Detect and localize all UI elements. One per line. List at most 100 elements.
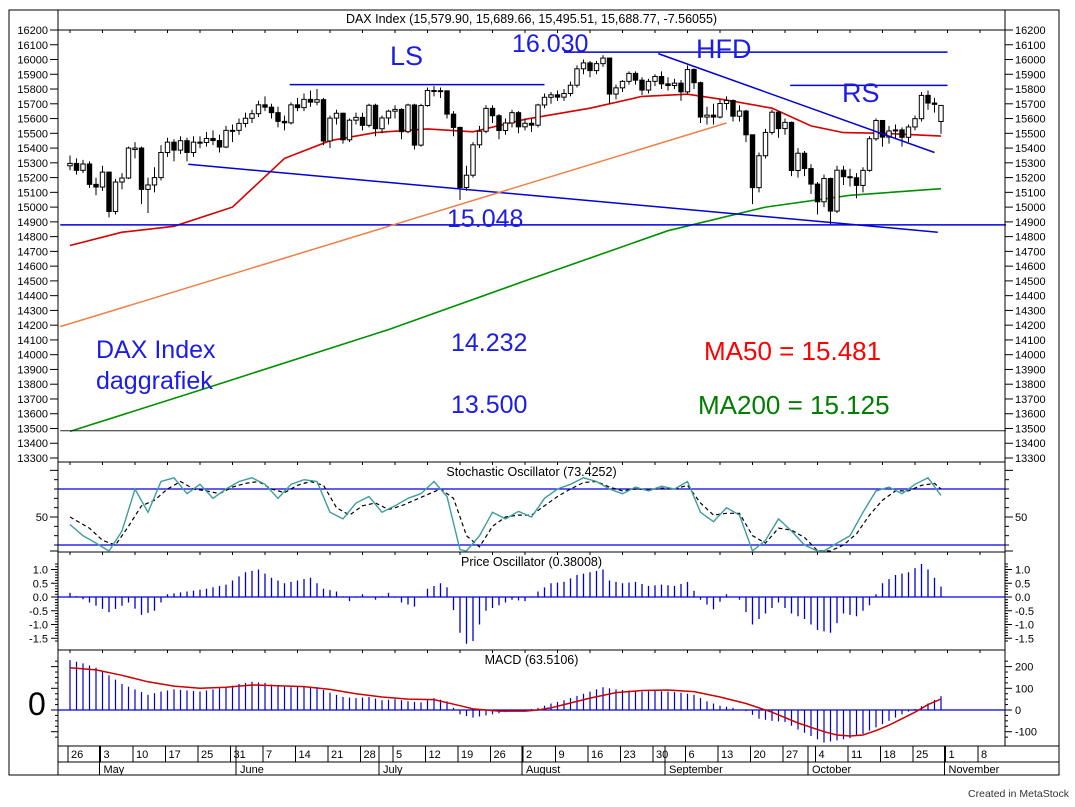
svg-text:26: 26: [494, 749, 506, 761]
svg-text:14000: 14000: [17, 350, 48, 362]
svg-text:14800: 14800: [1015, 232, 1046, 244]
svg-text:14200: 14200: [1015, 320, 1046, 332]
svg-text:5: 5: [396, 749, 402, 761]
level-13500-annotation: 13.500: [451, 391, 528, 419]
svg-text:14800: 14800: [17, 232, 48, 244]
svg-text:16000: 16000: [17, 55, 48, 67]
svg-text:15900: 15900: [1015, 69, 1046, 81]
svg-text:16200: 16200: [17, 25, 48, 37]
svg-text:-1.0: -1.0: [29, 620, 48, 632]
svg-text:14100: 14100: [17, 335, 48, 347]
svg-text:21: 21: [331, 749, 343, 761]
svg-text:30: 30: [656, 749, 668, 761]
svg-text:May: May: [104, 764, 125, 776]
svg-text:September: September: [669, 764, 723, 776]
svg-text:7: 7: [266, 749, 272, 761]
svg-text:14000: 14000: [1015, 350, 1046, 362]
metastock-watermark: Created in MetaStock: [968, 788, 1069, 800]
svg-text:3: 3: [104, 749, 110, 761]
price-oscillator-panel: 1.0 1.00.5 0.50.0 0.0-0.5 -0.5-1.0 -1.0-1.5 -1…: [29, 563, 1034, 645]
svg-text:100: 100: [1015, 683, 1033, 695]
svg-text:8: 8: [981, 749, 987, 761]
right-shoulder-annotation: RS: [842, 78, 880, 108]
svg-text:13700: 13700: [17, 394, 48, 406]
svg-text:15900: 15900: [17, 69, 48, 81]
svg-text:November: November: [949, 764, 1000, 776]
svg-text:15600: 15600: [17, 114, 48, 126]
macd-zero-label: 0: [28, 686, 46, 722]
svg-text:10: 10: [136, 749, 148, 761]
svg-text:14500: 14500: [1015, 276, 1046, 288]
svg-text:19: 19: [461, 749, 473, 761]
svg-text:15800: 15800: [17, 84, 48, 96]
svg-text:14300: 14300: [17, 305, 48, 317]
svg-text:-0.5: -0.5: [29, 606, 48, 618]
svg-text:14900: 14900: [1015, 217, 1046, 229]
svg-text:0: 0: [1015, 705, 1021, 717]
svg-text:25: 25: [916, 749, 928, 761]
weekly-tick-marks: [69, 30, 981, 653]
svg-text:15400: 15400: [1015, 143, 1046, 155]
svg-text:-1.0: -1.0: [1015, 620, 1034, 632]
svg-text:0.0: 0.0: [1015, 592, 1030, 604]
svg-text:15800: 15800: [1015, 84, 1046, 96]
ma50-value-label: MA50 = 15.481: [704, 336, 882, 366]
hfd-annotation: HFD: [696, 34, 752, 64]
macd-panel: 200 100 0 -100: [51, 660, 1037, 743]
svg-text:23: 23: [624, 749, 636, 761]
chart-title: DAX Index (15,579.90, 15,689.66, 15,495.…: [345, 12, 718, 26]
svg-text:14600: 14600: [17, 261, 48, 273]
svg-text:14300: 14300: [1015, 305, 1046, 317]
svg-text:13500: 13500: [17, 423, 48, 435]
svg-text:1.0: 1.0: [1015, 565, 1030, 577]
svg-text:13500: 13500: [1015, 423, 1046, 435]
svg-text:0.5: 0.5: [1015, 578, 1030, 590]
left-shoulder-annotation: LS: [390, 41, 424, 71]
svg-text:11: 11: [851, 749, 862, 761]
svg-text:-0.5: -0.5: [1015, 606, 1034, 618]
svg-text:200: 200: [1015, 662, 1033, 674]
svg-text:15600: 15600: [1015, 114, 1046, 126]
svg-text:15700: 15700: [17, 99, 48, 111]
svg-text:13400: 13400: [17, 438, 48, 450]
svg-text:14700: 14700: [1015, 246, 1046, 258]
svg-text:-1.5: -1.5: [1015, 633, 1034, 645]
svg-text:6: 6: [689, 749, 695, 761]
svg-text:16000: 16000: [1015, 55, 1046, 67]
stochastic-panel: 50 50: [36, 469, 1027, 553]
macd-panel-title: MACD (63.5106): [484, 653, 579, 667]
svg-text:15200: 15200: [1015, 173, 1046, 185]
level-14232-annotation: 14.232: [451, 329, 528, 357]
svg-text:15000: 15000: [17, 202, 48, 214]
svg-text:17: 17: [169, 749, 181, 761]
svg-text:28: 28: [364, 749, 376, 761]
svg-text:13: 13: [721, 749, 733, 761]
svg-text:4: 4: [819, 749, 825, 761]
svg-text:14400: 14400: [1015, 291, 1046, 303]
svg-text:31: 31: [234, 749, 246, 761]
svg-text:15300: 15300: [17, 158, 48, 170]
svg-text:15700: 15700: [1015, 99, 1046, 111]
candlesticks: [67, 55, 944, 225]
svg-text:1.0: 1.0: [33, 565, 48, 577]
svg-text:13600: 13600: [17, 409, 48, 421]
svg-text:16100: 16100: [1015, 40, 1046, 52]
svg-text:-1.5: -1.5: [29, 633, 48, 645]
svg-text:12: 12: [429, 749, 441, 761]
svg-text:July: July: [383, 764, 403, 776]
svg-text:June: June: [240, 764, 264, 776]
svg-text:16200: 16200: [1015, 25, 1046, 37]
svg-text:15200: 15200: [17, 173, 48, 185]
svg-text:13300: 13300: [17, 453, 48, 465]
shallow-downtrend: [188, 163, 938, 233]
svg-text:13400: 13400: [1015, 438, 1046, 450]
frame-and-borders: [8, 9, 1060, 776]
head-level-annotation: 16.030: [512, 30, 589, 58]
svg-text:14900: 14900: [17, 217, 48, 229]
svg-text:15100: 15100: [1015, 187, 1046, 199]
svg-text:1: 1: [949, 749, 955, 761]
svg-text:14600: 14600: [1015, 261, 1046, 273]
neckline-level-annotation: 15.048: [447, 205, 524, 233]
svg-text:18: 18: [884, 749, 896, 761]
